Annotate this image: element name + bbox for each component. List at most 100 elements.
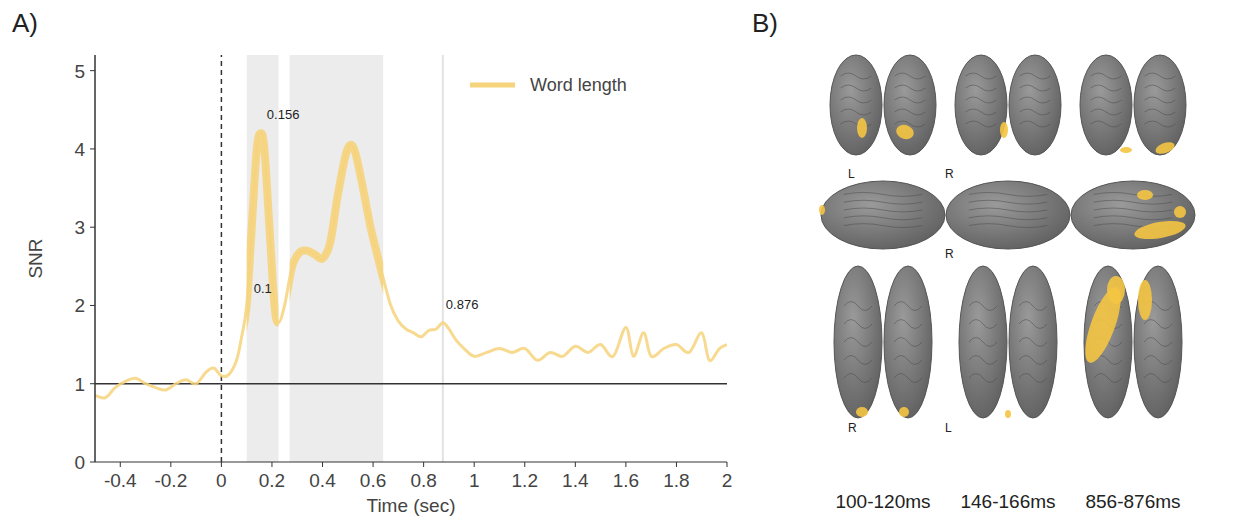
figure: A)012345-0.4-0.200.20.40.60.811.21.41.61… [0,0,1243,523]
x-tick-label: 1 [469,470,480,491]
sulcus [895,109,926,115]
activation-blob [1005,410,1011,418]
view-label: L [945,421,952,435]
view-label: R [848,421,857,435]
sulcus [844,216,922,220]
sulcus [844,374,872,383]
sulcus [1094,192,1172,196]
activation-blob [1107,276,1125,304]
x-tick [170,462,171,467]
sulcus [1144,338,1172,347]
x-tick [625,462,626,467]
time-window-label: 146-166ms [960,491,1055,512]
sulcus [1144,356,1172,365]
activation-blob [857,118,867,138]
activation-blob [1133,218,1187,243]
y-tick [90,148,95,149]
sulcus [969,224,1047,228]
x-tick [524,462,525,467]
y-axis [94,55,96,462]
x-axis-title: Time (sec) [366,495,455,516]
sulcus [1091,121,1122,127]
sulcus [1019,374,1047,383]
y-tick [90,305,95,306]
sulcus [844,208,922,212]
legend-swatch [470,83,515,88]
x-tick-label: 0.2 [259,470,285,491]
brain-hemisphere [1134,55,1186,155]
sulcus [969,356,997,365]
sulcus [1091,73,1122,79]
brain-lateral [1071,181,1195,249]
x-tick-label: 0.6 [360,470,386,491]
activation-blob [1154,140,1176,156]
sulcus [1091,97,1122,103]
x-tick [322,462,323,467]
sulcus [894,320,922,329]
x-tick [423,462,424,467]
sulcus [841,97,872,103]
sulcus [841,85,872,91]
sulcus [1145,97,1176,103]
highlight-line [442,55,444,462]
activation-blob [894,122,916,141]
sulcus [966,73,997,79]
x-tick-label: -0.4 [104,470,137,491]
x-tick-label: 1.2 [512,470,538,491]
sulcus [844,192,922,196]
x-tick [271,462,272,467]
brain-hemisphere [884,55,936,155]
activation-blob [1174,206,1186,218]
sulcus [1020,109,1051,115]
sulcus [1091,109,1122,115]
sulcus [895,85,926,91]
sulcus [1094,200,1172,204]
sulcus [1094,216,1172,220]
significant-segment [95,133,727,398]
brain-hemisphere [955,55,1007,155]
sulcus [1019,302,1047,311]
x-tick [575,462,576,467]
sulcus [1019,356,1047,365]
sulcus [844,356,872,365]
reference-line [221,55,223,462]
x-tick-label: 1.6 [613,470,639,491]
sulcus [969,338,997,347]
y-tick-label: 1 [74,374,85,395]
sulcus [844,302,872,311]
sulcus [1020,121,1051,127]
x-tick-label: 1.8 [663,470,689,491]
x-tick-label: 0 [216,470,227,491]
x-axis [95,462,727,463]
y-tick [90,70,95,71]
brain-hemisphere [834,266,882,418]
x-tick-label: -0.2 [154,470,187,491]
y-tick [90,383,95,384]
activation-blob [1000,122,1008,138]
sulcus [969,302,997,311]
brain-hemisphere [884,266,932,418]
x-tick-label: 1.4 [562,470,589,491]
sulcus [1094,208,1172,212]
sulcus [1020,73,1051,79]
sulcus [969,192,1047,196]
x-tick [676,462,677,467]
sulcus [844,200,922,204]
y-tick-label: 4 [74,139,85,160]
x-tick-label: 0.8 [410,470,436,491]
brain-hemisphere [1134,266,1182,418]
brain-hemisphere [830,55,882,155]
x-tick-label: 2 [722,470,733,491]
panel-label: B) [752,8,778,38]
y-tick-label: 0 [74,452,85,473]
time-window-label: 100-120ms [835,491,930,512]
view-label: R [945,167,954,181]
brain-lateral [821,181,945,249]
sulcus [895,73,926,79]
x-tick [727,462,728,467]
significant-window [290,55,384,462]
sulcus [841,109,872,115]
brain-hemisphere [1009,55,1061,155]
activation-blob [1120,147,1132,153]
activation-blob [819,205,825,215]
